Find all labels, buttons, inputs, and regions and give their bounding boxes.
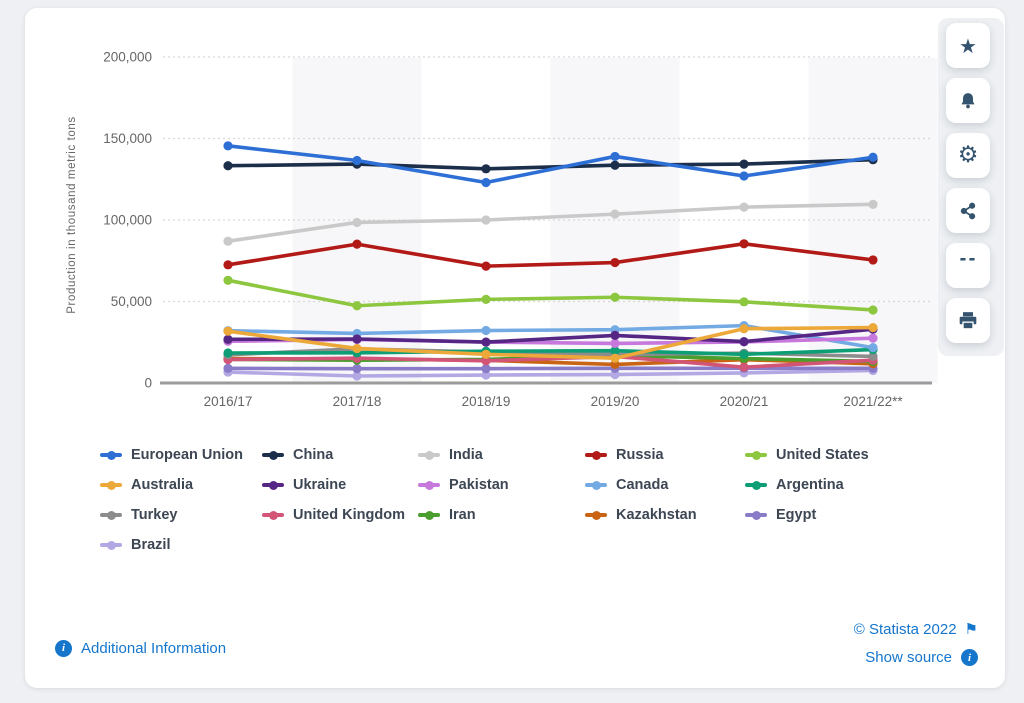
legend-label: Pakistan <box>449 477 509 493</box>
info-icon: i <box>55 639 72 657</box>
legend-marker-icon <box>585 510 607 520</box>
legend-marker-icon <box>585 480 607 490</box>
print-button[interactable] <box>946 298 990 343</box>
svg-text:50,000: 50,000 <box>111 294 152 309</box>
legend-item-ukraine[interactable]: Ukraine <box>262 475 418 495</box>
legend-item-iran[interactable]: Iran <box>418 505 585 525</box>
legend-label: Kazakhstan <box>616 507 697 523</box>
printer-icon <box>959 312 977 330</box>
legend-label: Iran <box>449 507 476 523</box>
legend-label: Australia <box>131 477 194 493</box>
legend-label: United States <box>776 447 869 463</box>
share-icon <box>960 202 976 219</box>
legend-item-kazakhstan[interactable]: Kazakhstan <box>585 505 745 525</box>
legend-marker-icon <box>745 450 767 460</box>
notifications-button[interactable] <box>946 78 990 123</box>
cite-button[interactable]: “ <box>946 243 990 288</box>
line-chart: 0 50,000 100,000 150,000 200,000 2016/17 2017/… <box>25 8 955 438</box>
legend-item-brazil[interactable]: Brazil <box>100 535 262 555</box>
legend-marker-icon <box>262 450 284 460</box>
legend-marker-icon <box>745 480 767 490</box>
legend-label: Brazil <box>131 537 171 553</box>
settings-button[interactable]: ⚙ <box>946 133 990 178</box>
statista-copyright-link[interactable]: © Statista 2022 ⚑ <box>854 620 978 638</box>
legend-label: United Kingdom <box>293 507 405 523</box>
bell-icon <box>961 92 975 108</box>
legend-item-canada[interactable]: Canada <box>585 475 745 495</box>
legend-label: Egypt <box>776 507 817 523</box>
legend-marker-icon <box>262 510 284 520</box>
additional-information-link[interactable]: i Additional Information <box>55 639 226 657</box>
svg-text:Production in thousand metric: Production in thousand metric tons <box>66 116 78 313</box>
chart-card: 0 50,000 100,000 150,000 200,000 2016/17 2017/… <box>25 8 1005 688</box>
svg-text:2017/18: 2017/18 <box>333 394 382 409</box>
svg-text:2016/17: 2016/17 <box>204 394 253 409</box>
show-source-label: Show source <box>865 649 952 666</box>
legend-item-china[interactable]: China <box>262 445 418 465</box>
legend-item-european-union[interactable]: European Union <box>100 445 262 465</box>
legend-label: India <box>449 447 483 463</box>
legend-marker-icon <box>100 540 122 550</box>
share-button[interactable] <box>946 188 990 233</box>
legend-marker-icon <box>745 510 767 520</box>
star-icon: ★ <box>959 33 977 58</box>
legend-label: China <box>293 447 334 463</box>
legend-item-russia[interactable]: Russia <box>585 445 745 465</box>
svg-text:2018/19: 2018/19 <box>462 394 511 409</box>
legend-marker-icon <box>418 510 440 520</box>
legend-marker-icon <box>100 510 122 520</box>
legend-marker-icon <box>100 480 122 490</box>
legend-label: Russia <box>616 447 664 463</box>
legend-item-australia[interactable]: Australia <box>100 475 262 495</box>
flag-icon: ⚑ <box>964 620 978 638</box>
statista-copyright-label: © Statista 2022 <box>853 620 957 638</box>
legend-marker-icon <box>100 450 122 460</box>
svg-text:2021/22**: 2021/22** <box>843 394 903 409</box>
legend-item-united-kingdom[interactable]: United Kingdom <box>262 505 418 525</box>
chart-legend: European Union China India Russia United Sta… <box>100 445 930 555</box>
svg-text:2020/21: 2020/21 <box>720 394 769 409</box>
legend-marker-icon <box>418 480 440 490</box>
legend-marker-icon <box>418 450 440 460</box>
legend-item-egypt[interactable]: Egypt <box>745 505 930 525</box>
gear-icon: ⚙ <box>957 142 979 168</box>
legend-marker-icon <box>262 480 284 490</box>
legend-label: Canada <box>616 477 669 493</box>
additional-information-label: Additional Information <box>81 639 227 657</box>
legend-item-india[interactable]: India <box>418 445 585 465</box>
legend-label: European Union <box>131 447 243 463</box>
svg-text:100,000: 100,000 <box>103 213 152 228</box>
legend-marker-icon <box>585 450 607 460</box>
legend-item-united-states[interactable]: United States <box>745 445 930 465</box>
show-source-link[interactable]: Show source i <box>865 649 978 666</box>
info-icon: i <box>961 649 978 666</box>
legend-label: Argentina <box>776 477 844 493</box>
svg-text:200,000: 200,000 <box>103 50 152 65</box>
legend-item-turkey[interactable]: Turkey <box>100 505 262 525</box>
quote-icon: “ <box>957 258 978 274</box>
legend-label: Turkey <box>131 507 178 523</box>
svg-text:0: 0 <box>144 376 152 391</box>
legend-item-argentina[interactable]: Argentina <box>745 475 930 495</box>
legend-label: Ukraine <box>293 477 347 493</box>
legend-item-pakistan[interactable]: Pakistan <box>418 475 585 495</box>
svg-text:150,000: 150,000 <box>103 131 152 146</box>
svg-text:2019/20: 2019/20 <box>591 394 640 409</box>
chart-canvas: 0 50,000 100,000 150,000 200,000 2016/17 2017/… <box>66 50 938 409</box>
favorite-button[interactable]: ★ <box>946 23 990 68</box>
